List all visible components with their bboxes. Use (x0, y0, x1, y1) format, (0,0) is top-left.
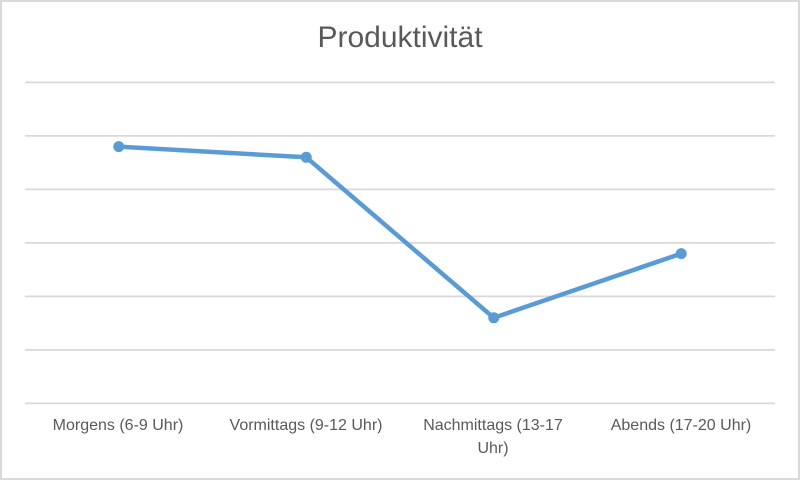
series-line (116, 144, 684, 321)
chart-title: Produktivität (317, 21, 483, 54)
data-point-marker (675, 248, 687, 260)
data-point-marker (488, 312, 500, 324)
data-point-marker (113, 141, 125, 153)
data-point-marker (300, 151, 312, 163)
